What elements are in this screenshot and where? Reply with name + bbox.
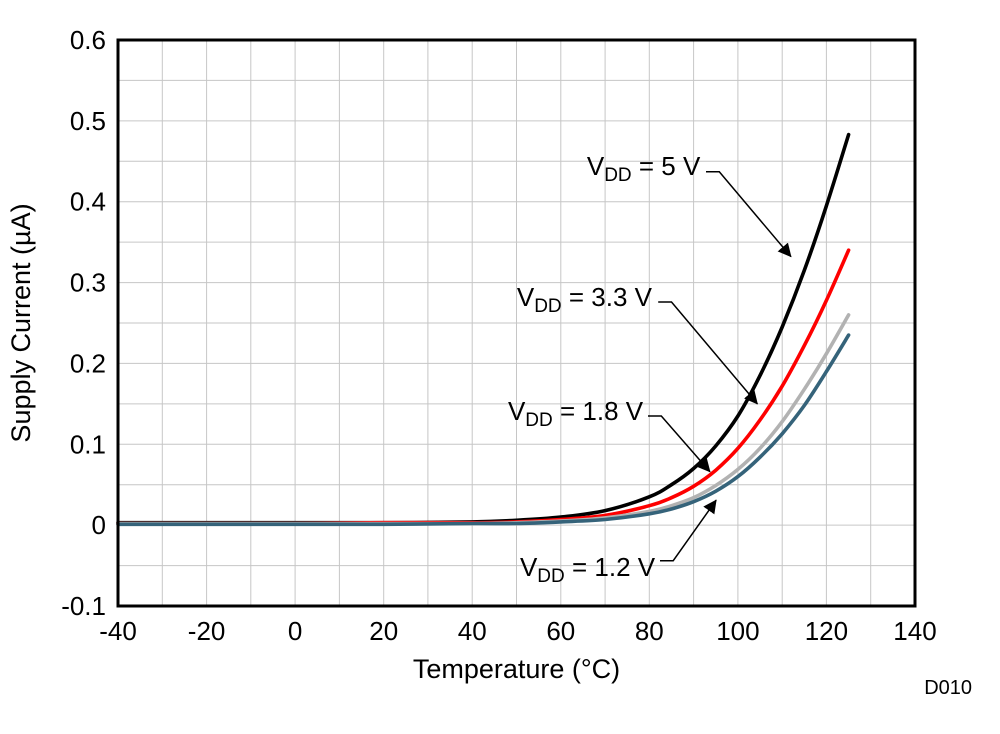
x-tick-label: -20 — [188, 616, 226, 646]
figure-code: D010 — [924, 677, 972, 699]
annotation-label: VDD = 3.3 V — [517, 282, 653, 317]
y-tick-label: 0.5 — [70, 106, 106, 136]
x-tick-labels: -40 -20 0 20 40 60 80 100 120 140 — [99, 616, 936, 646]
y-tick-label: -0.1 — [61, 591, 106, 621]
x-tick-label: 120 — [805, 616, 848, 646]
x-tick-label: 40 — [458, 616, 487, 646]
y-tick-labels: -0.1 0 0.1 0.2 0.3 0.4 0.5 0.6 — [61, 25, 106, 621]
curve-vdd-1.8-v — [116, 313, 851, 526]
x-tick-label: 80 — [635, 616, 664, 646]
series-curves — [116, 132, 851, 527]
annotation-arrow — [660, 499, 717, 562]
plot-border — [116, 38, 917, 608]
y-tick-label: 0.1 — [70, 429, 106, 459]
x-axis-title: Temperature (°C) — [413, 654, 620, 684]
annotation-label: VDD = 1.2 V — [520, 552, 656, 587]
annotation-arrow — [658, 301, 758, 405]
x-tick-label: 0 — [288, 616, 302, 646]
x-tick-label: 20 — [369, 616, 398, 646]
annotation-label: VDD = 5 V — [587, 151, 701, 186]
y-tick-label: 0 — [92, 510, 106, 540]
annotation-arrow — [706, 171, 792, 258]
annotation-label: VDD = 1.8 V — [508, 396, 644, 431]
x-tick-label: 140 — [893, 616, 936, 646]
x-tick-label: 60 — [546, 616, 575, 646]
x-tick-label: 100 — [716, 616, 759, 646]
grid-lines — [118, 40, 915, 606]
curve-vdd-1.2-v — [116, 333, 851, 527]
y-tick-label: 0.2 — [70, 348, 106, 378]
annotation-arrow — [648, 415, 711, 473]
y-tick-label: 0.4 — [70, 187, 106, 217]
annotations: VDD = 5 V VDD = 3.3 V VDD = 1.8 V VDD = 1.2… — [508, 151, 792, 587]
y-tick-label: 0.3 — [70, 268, 106, 298]
curve-vdd-3.3-v — [116, 248, 851, 526]
x-tick-label: -40 — [99, 616, 137, 646]
curve-vdd-5-v — [116, 132, 851, 525]
y-tick-label: 0.6 — [70, 25, 106, 55]
y-axis-title: Supply Current (µA) — [6, 203, 36, 442]
